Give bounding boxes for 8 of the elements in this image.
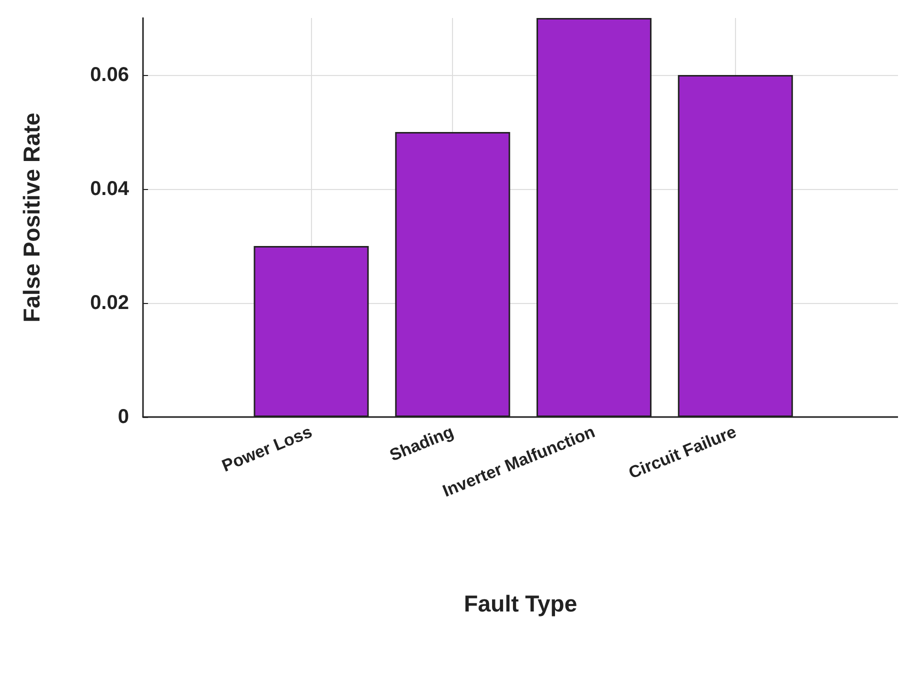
y-tick-label: 0.04: [90, 178, 130, 200]
x-tick-label: Power Loss: [219, 422, 315, 476]
x-axis-title: Fault Type: [464, 590, 578, 616]
y-tick-label: 0: [118, 406, 129, 428]
y-axis-title: False Positive Rate: [18, 112, 44, 322]
x-tick-label: Circuit Failure: [626, 422, 739, 483]
y-tick-label: 0.06: [90, 64, 129, 86]
y-tick-label: 0.02: [90, 292, 129, 314]
